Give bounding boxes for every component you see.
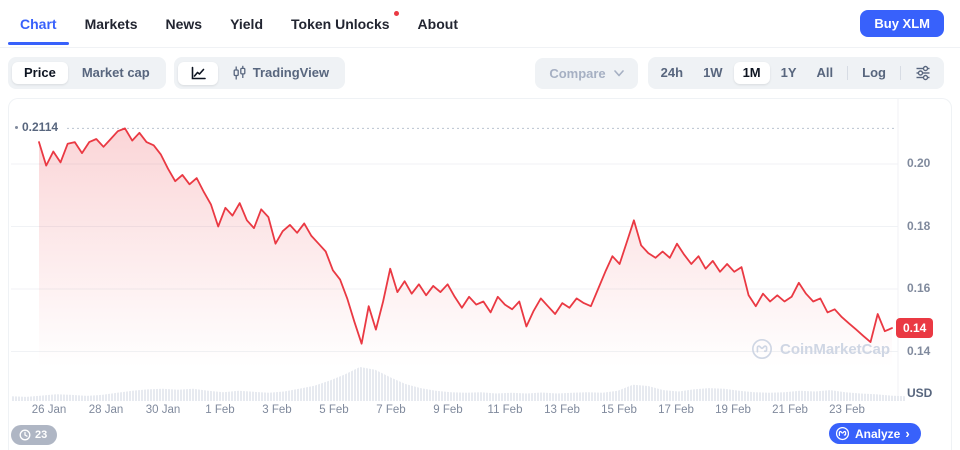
tab-chart[interactable]: Chart: [8, 0, 68, 47]
line-chart-type-button[interactable]: [177, 61, 218, 85]
tab-news[interactable]: News: [165, 15, 203, 32]
x-axis-label: 23 Feb: [829, 404, 865, 416]
x-axis-label: 28 Jan: [88, 404, 124, 416]
range-1m-button[interactable]: 1M: [733, 62, 770, 84]
range-all-button[interactable]: All: [808, 62, 843, 84]
x-axis-label: 5 Feb: [319, 404, 349, 416]
log-scale-button[interactable]: Log: [853, 62, 895, 84]
metric-toggle: Price Market cap: [8, 57, 166, 89]
chart-settings-button[interactable]: [906, 61, 940, 85]
x-axis-label: 11 Feb: [487, 404, 523, 416]
price-chart-canvas[interactable]: [9, 99, 951, 450]
price-line: [38, 127, 893, 345]
clock-icon: [19, 429, 31, 441]
tradingview-type-button[interactable]: TradingView: [220, 61, 341, 85]
coin-page-nav: Chart Markets News Yield Token Unlocks A…: [0, 0, 960, 48]
chevron-down-icon: [613, 69, 624, 76]
buy-xlm-button[interactable]: Buy XLM: [860, 10, 944, 37]
range-1w-button[interactable]: 1W: [694, 62, 732, 84]
compare-button[interactable]: Compare: [535, 57, 638, 89]
coinmarketcap-watermark: CoinMarketCap: [751, 338, 890, 360]
notification-dot-icon: [393, 11, 399, 16]
x-axis-label: 3 Feb: [262, 404, 292, 416]
divider: [900, 66, 901, 80]
candlestick-icon: [233, 65, 246, 80]
x-axis-label: 9 Feb: [433, 404, 463, 416]
tab-token-unlocks[interactable]: Token Unlocks: [291, 0, 399, 47]
y-axis-label: 0.18: [907, 218, 931, 233]
x-axis-label: 1 Feb: [205, 404, 235, 416]
range-24h-button[interactable]: 24h: [652, 62, 692, 84]
current-price-badge: 0.14: [896, 318, 934, 339]
high-price-label: 0.2114: [15, 119, 65, 136]
y-axis-label: 0.14: [907, 343, 931, 358]
x-axis-label: 19 Feb: [715, 404, 751, 416]
tab-about[interactable]: About: [417, 15, 458, 32]
sliders-icon: [916, 65, 930, 81]
y-axis-label: 0.20: [907, 156, 931, 170]
coinmarketcap-logo-icon: [752, 339, 772, 359]
price-toggle-button[interactable]: Price: [12, 62, 68, 84]
chart-type-toggle: TradingView: [173, 57, 346, 89]
currency-unit-label: USD: [907, 386, 933, 400]
x-axis-label: 26 Jan: [31, 404, 67, 416]
tab-yield[interactable]: Yield: [230, 15, 263, 32]
analyze-button[interactable]: Analyze ›: [829, 423, 921, 444]
tab-markets[interactable]: Markets: [84, 15, 138, 32]
x-axis-label: 15 Feb: [601, 404, 637, 416]
analyze-logo-icon: [835, 426, 850, 441]
dot-icon: [15, 125, 18, 129]
divider: [847, 66, 849, 80]
x-axis-label: 13 Feb: [544, 404, 580, 416]
price-chart-panel: 0.2114 0.20 0.18 0.16 0.14 0.14 USD 26 J…: [8, 98, 952, 450]
x-axis-label: 17 Feb: [658, 404, 694, 416]
x-axis-label: 21 Feb: [772, 404, 808, 416]
line-chart-icon: [191, 66, 206, 79]
chevron-right-icon: ›: [905, 425, 910, 441]
x-axis-label: 7 Feb: [376, 404, 406, 416]
market-cap-toggle-button[interactable]: Market cap: [70, 62, 162, 84]
x-axis-label: 30 Jan: [145, 404, 181, 416]
time-range-group: 24h 1W 1M 1Y All Log: [647, 57, 944, 89]
chart-toolbar: Price Market cap TradingView: [0, 48, 960, 98]
history-count-badge[interactable]: 23: [11, 425, 58, 445]
y-axis-label: 0.16: [907, 281, 931, 295]
range-1y-button[interactable]: 1Y: [772, 62, 806, 84]
price-area-fill: [39, 128, 892, 401]
